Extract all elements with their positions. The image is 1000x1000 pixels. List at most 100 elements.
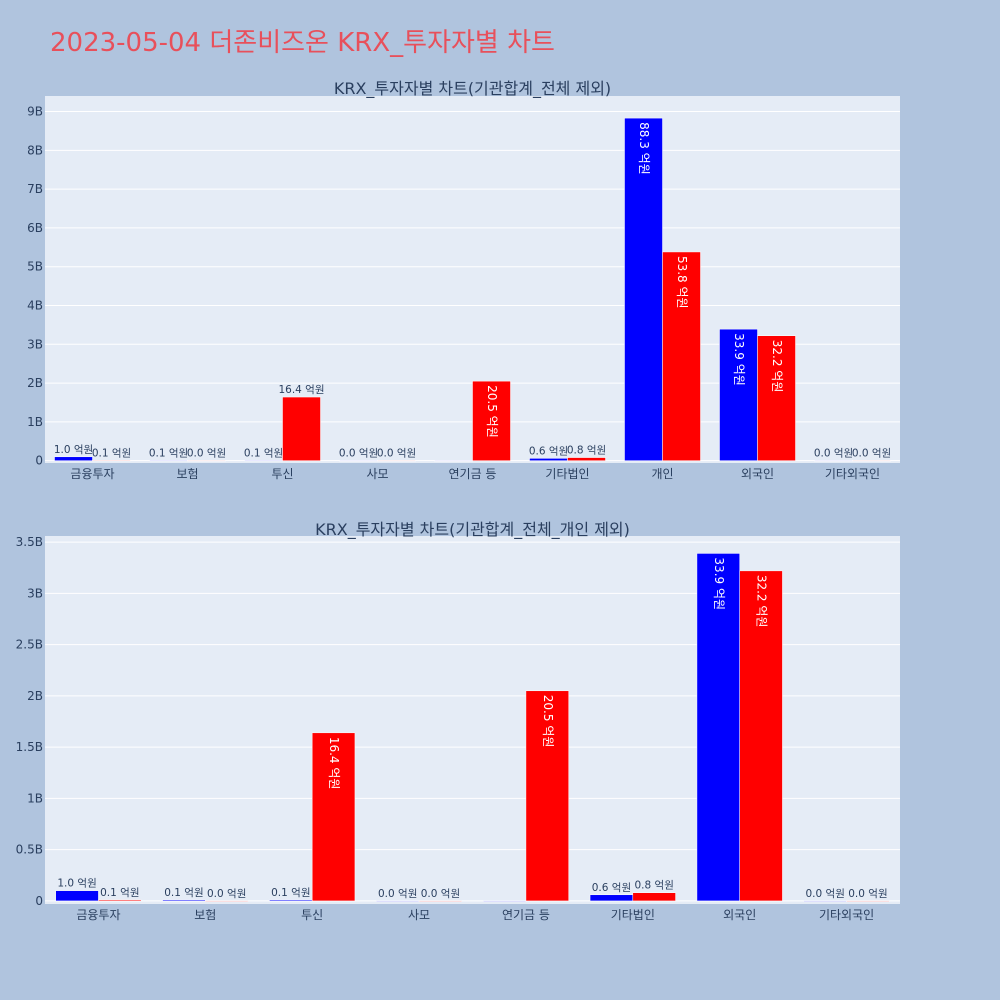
x-tick-label: 외국인 (723, 908, 756, 922)
x-tick-label: 사모 (366, 467, 388, 481)
data-label: 1.0 억원 (54, 444, 93, 456)
x-tick-label: 기타외국인 (825, 467, 880, 481)
bar (482, 900, 527, 902)
bar (589, 894, 634, 902)
bar (814, 460, 853, 462)
x-tick-label: 연기금 등 (502, 908, 550, 922)
data-label: 0.1 억원 (244, 447, 283, 459)
bar (624, 117, 663, 461)
bar (662, 251, 701, 461)
page-title: 2023-05-04 더존비즈온 KRX_투자자별 차트 (50, 28, 555, 58)
data-label: 32.2 억원 (755, 575, 769, 628)
x-tick-label: 외국인 (741, 467, 774, 481)
data-label: 0.0 억원 (378, 888, 417, 900)
y-tick-label: 4B (27, 298, 43, 312)
data-label: 0.0 억원 (848, 888, 887, 900)
data-label: 0.1 억원 (100, 887, 139, 899)
data-label: 0.1 억원 (92, 447, 131, 459)
y-tick-label: 0 (35, 894, 43, 908)
y-tick-label: 8B (27, 143, 43, 157)
bar (187, 460, 226, 462)
x-tick-label: 기타법인 (611, 908, 655, 922)
data-label: 0.8 억원 (635, 880, 674, 892)
x-tick-label: 금융투자 (70, 467, 114, 481)
data-label: 0.0 억원 (339, 448, 378, 460)
x-tick-label: 개인 (651, 467, 673, 481)
data-label: 88.3 억원 (637, 122, 651, 175)
x-tick-label: 사모 (408, 908, 430, 922)
x-tick-label: 연기금 등 (449, 467, 497, 481)
y-tick-label: 1B (27, 415, 43, 429)
y-tick-label: 0.5B (16, 843, 43, 857)
bar (418, 900, 463, 902)
y-tick-label: 2.5B (16, 638, 43, 652)
data-label: 0.1 억원 (149, 447, 188, 459)
x-tick-label: 보험 (194, 908, 216, 922)
bar (739, 570, 783, 902)
chart-title: KRX_투자자별 차트(기관합계_전체_개인 제외) (315, 520, 630, 540)
y-tick-label: 9B (27, 105, 43, 119)
data-label: 1.0 억원 (57, 878, 96, 890)
y-tick-label: 2B (27, 376, 43, 390)
x-tick-label: 기타외국인 (819, 908, 874, 922)
data-label: 0.8 억원 (567, 445, 606, 457)
data-label: 16.4 억원 (327, 737, 341, 790)
y-tick-label: 1.5B (16, 740, 43, 754)
bar (529, 458, 568, 461)
x-tick-label: 기타법인 (545, 467, 589, 481)
bar (434, 460, 473, 462)
y-tick-label: 7B (27, 182, 43, 196)
x-tick-label: 금융투자 (76, 908, 120, 922)
bar (282, 396, 321, 461)
data-label: 0.1 억원 (164, 887, 203, 899)
data-label: 0.6 억원 (592, 882, 631, 894)
bar (376, 900, 420, 902)
bar (54, 456, 93, 461)
data-label: 0.0 억원 (207, 888, 246, 900)
data-label: 32.2 억원 (770, 340, 784, 393)
y-tick-label: 5B (27, 260, 43, 274)
data-label: 0.0 억원 (814, 448, 853, 460)
bottom-chart: KRX_투자자별 차트(기관합계_전체_개인 제외) 0 0.5B 1B 1.5B 2B 2… (16, 520, 900, 922)
bar (852, 460, 891, 462)
data-label: 0.0 억원 (377, 448, 416, 460)
data-label: 0.0 억원 (187, 448, 226, 460)
bar (696, 553, 740, 902)
data-label: 20.5 억원 (485, 385, 499, 438)
data-label: 0.0 억원 (806, 888, 845, 900)
data-label: 33.9 억원 (712, 557, 726, 610)
y-tick-label: 3B (27, 586, 43, 600)
bar (803, 900, 847, 902)
bar (55, 890, 99, 902)
x-tick-label: 보험 (176, 467, 198, 481)
bar (244, 460, 283, 462)
bar (205, 900, 249, 902)
data-label: 53.8 억원 (675, 256, 689, 309)
data-label: 0.0 억원 (421, 888, 460, 900)
bar (339, 460, 378, 462)
bar (757, 335, 796, 461)
bar (632, 892, 676, 902)
data-label: 0.0 억원 (852, 448, 891, 460)
bar (525, 690, 569, 902)
y-tick-label: 1B (27, 791, 43, 805)
chart-title: KRX_투자자별 차트(기관합계_전체 제외) (334, 79, 611, 99)
bar (377, 460, 416, 462)
y-tick-label: 6B (27, 221, 43, 235)
data-label: 33.9 억원 (732, 333, 746, 386)
y-tick-label: 2B (27, 689, 43, 703)
y-tick-label: 0 (35, 454, 43, 468)
bar (269, 899, 313, 902)
x-tick-label: 투신 (271, 467, 293, 481)
data-label: 0.6 억원 (529, 445, 568, 457)
top-chart: KRX_투자자별 차트(기관합계_전체 제외) 0 1B 2B 3B 4B 5B 6B 7B 8B… (27, 79, 900, 481)
y-tick-label: 3.5B (16, 535, 43, 549)
bar (149, 460, 188, 462)
data-label: 0.1 억원 (271, 887, 310, 899)
data-label: 20.5 억원 (541, 695, 555, 748)
y-tick-label: 3B (27, 337, 43, 351)
bar (311, 732, 356, 902)
bar (472, 380, 511, 461)
x-tick-label: 투신 (301, 908, 323, 922)
bar (567, 457, 606, 461)
